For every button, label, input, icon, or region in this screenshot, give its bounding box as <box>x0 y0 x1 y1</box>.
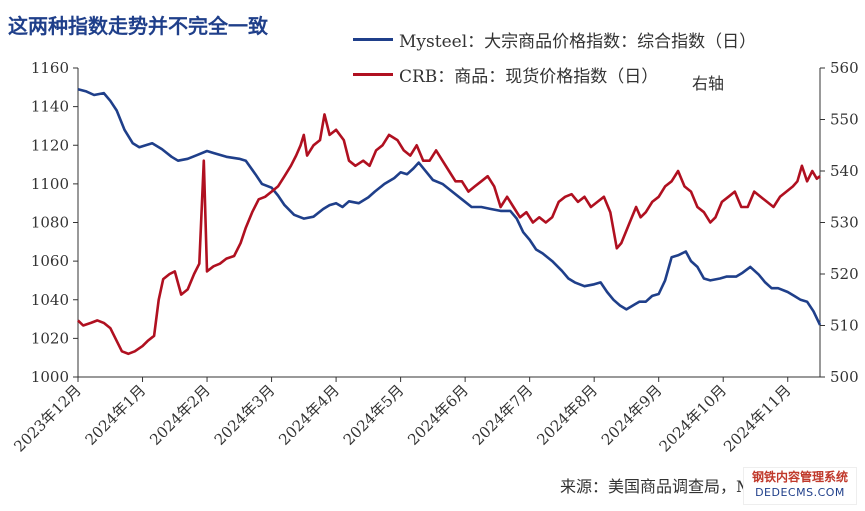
watermark-line2: DEDECMS.COM <box>755 486 845 499</box>
chart-title: 这两种指数走势并不完全一致 <box>8 14 268 38</box>
x-tick-label: 2024年10月 <box>656 381 730 455</box>
y-right-tick-label: 510 <box>830 317 859 335</box>
y-right-tick-label: 550 <box>830 111 859 129</box>
legend-item-crb: CRB：商品：现货价格指数（日） <box>353 63 659 87</box>
watermark-line1: 钢铁内容管理系统 <box>751 470 848 484</box>
legend-swatch-crb <box>353 72 393 76</box>
x-tick-label: 2023年12月 <box>10 381 84 455</box>
y-right-tick-label: 560 <box>830 59 859 77</box>
x-tick-label: 2024年9月 <box>598 381 666 449</box>
y-left-tick-label: 1000 <box>31 368 69 386</box>
y-left-tick-label: 1120 <box>31 136 69 154</box>
series-line-crb <box>77 113 821 356</box>
y-right-tick-label: 540 <box>830 162 859 180</box>
series-line-mysteel <box>77 87 822 326</box>
y-left-tick-label: 1100 <box>31 175 69 193</box>
x-tick-label: 2024年1月 <box>82 381 150 449</box>
y-left-tick-label: 1040 <box>31 291 69 309</box>
y-right-tick-label: 500 <box>830 368 859 386</box>
watermark-logo: 钢铁内容管理系统 DEDECMS.COM <box>743 467 857 505</box>
x-tick-label: 2024年11月 <box>720 381 794 455</box>
y-right-tick-label: 520 <box>830 265 859 283</box>
legend-label-crb: CRB：商品：现货价格指数（日） <box>399 66 659 87</box>
x-tick-label: 2024年4月 <box>275 381 343 449</box>
x-tick-label: 2024年7月 <box>469 381 537 449</box>
right-axis-note: 右轴 <box>692 74 725 93</box>
y-left-tick-label: 1060 <box>31 252 69 270</box>
y-left-tick-label: 1020 <box>31 329 69 347</box>
x-tick-label: 2024年8月 <box>533 381 601 449</box>
x-tick-label: 2024年3月 <box>211 381 279 449</box>
x-tick-label: 2024年5月 <box>340 381 408 449</box>
legend-swatch-mysteel <box>353 37 393 41</box>
y-right-tick-label: 530 <box>830 214 859 232</box>
x-tick-label: 2024年2月 <box>146 381 214 449</box>
y-left-tick-label: 1080 <box>31 214 69 232</box>
x-tick-label: 2024年6月 <box>404 381 472 449</box>
y-left-tick-label: 1140 <box>31 98 69 116</box>
legend-item-mysteel: Mysteel：大宗商品价格指数：综合指数（日） <box>353 28 757 52</box>
source-note: 来源：美国商品调查局，Mysteel <box>560 477 801 496</box>
y-left-tick-label: 1160 <box>31 59 69 77</box>
legend-label-mysteel: Mysteel：大宗商品价格指数：综合指数（日） <box>399 31 757 52</box>
